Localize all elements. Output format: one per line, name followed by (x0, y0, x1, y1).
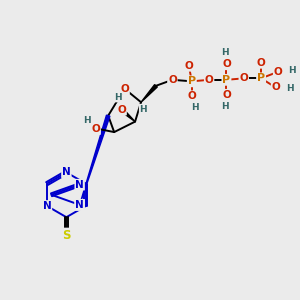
Text: O: O (274, 68, 283, 77)
Text: H: H (83, 116, 91, 124)
Text: O: O (188, 91, 196, 101)
Text: O: O (91, 124, 100, 134)
Text: O: O (120, 84, 129, 94)
Text: H: H (114, 93, 122, 102)
Text: H: H (191, 103, 199, 112)
Text: O: O (184, 61, 193, 71)
Text: O: O (239, 73, 248, 83)
Text: O: O (272, 82, 280, 92)
Text: H: H (221, 102, 229, 111)
Text: N: N (75, 200, 84, 210)
Text: O: O (222, 59, 231, 69)
Text: O: O (222, 90, 231, 100)
Polygon shape (80, 115, 110, 205)
Text: O: O (117, 105, 126, 115)
Text: N: N (75, 180, 84, 190)
Text: O: O (257, 58, 266, 68)
Text: P: P (257, 73, 265, 83)
Text: N: N (75, 200, 84, 210)
Text: H: H (288, 66, 296, 75)
Text: H: H (286, 84, 293, 93)
Text: H: H (140, 105, 147, 114)
Text: S: S (62, 229, 70, 242)
Polygon shape (141, 85, 157, 102)
Text: H: H (221, 49, 229, 58)
Text: N: N (62, 167, 71, 177)
Text: P: P (188, 76, 196, 86)
Text: N: N (43, 201, 51, 211)
Text: O: O (168, 75, 177, 85)
Polygon shape (120, 108, 135, 122)
Text: P: P (222, 75, 230, 85)
Text: O: O (205, 75, 214, 85)
